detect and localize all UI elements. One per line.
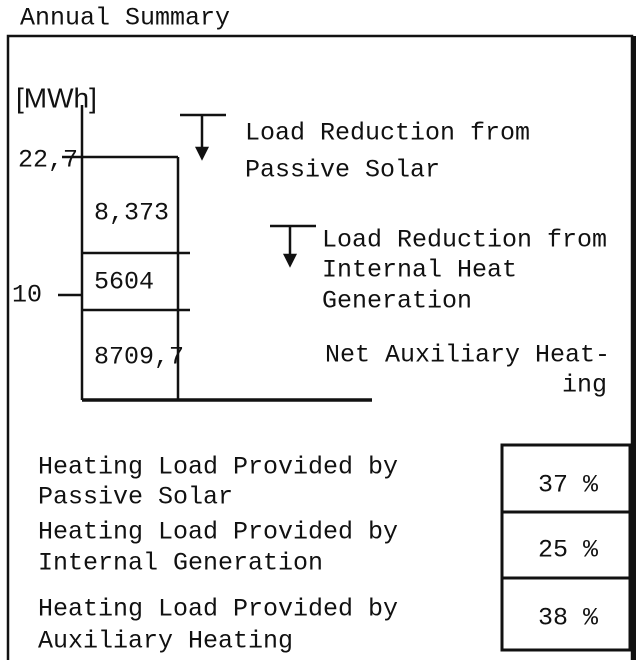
share-label: Heating Load Provided by: [38, 518, 398, 547]
arrow-head: [282, 253, 298, 268]
legend-text: ing: [562, 371, 607, 400]
share-label: Heating Load Provided by: [38, 595, 398, 624]
arrow-head: [194, 146, 210, 161]
share-label: Passive Solar: [38, 483, 233, 512]
share-label: Internal Generation: [38, 549, 323, 578]
share-value: 37 %: [538, 471, 599, 500]
share-box: [500, 576, 632, 652]
share-value: 25 %: [538, 536, 599, 565]
legend-text: Generation: [322, 287, 472, 316]
legend-text: Load Reduction from: [245, 119, 530, 148]
legend-text: Load Reduction from: [322, 226, 607, 255]
legend-text: Passive Solar: [245, 156, 440, 185]
axis-label: 10: [12, 281, 42, 310]
share-label: Heating Load Provided by: [38, 453, 398, 482]
legend-text: Net Auxiliary Heat-: [325, 341, 610, 370]
segment-value: 5604: [94, 268, 154, 297]
share-value: 38 %: [538, 604, 599, 633]
legend-text: Internal Heat: [322, 256, 517, 285]
segment-value: 8709,7: [94, 343, 184, 372]
share-label: Auxiliary Heating: [38, 627, 293, 656]
unit-label: [MWh]: [16, 82, 97, 113]
segment-value: 8,373: [94, 199, 169, 228]
title: Annual Summary: [20, 4, 230, 33]
axis-label: 22,7: [18, 146, 78, 175]
